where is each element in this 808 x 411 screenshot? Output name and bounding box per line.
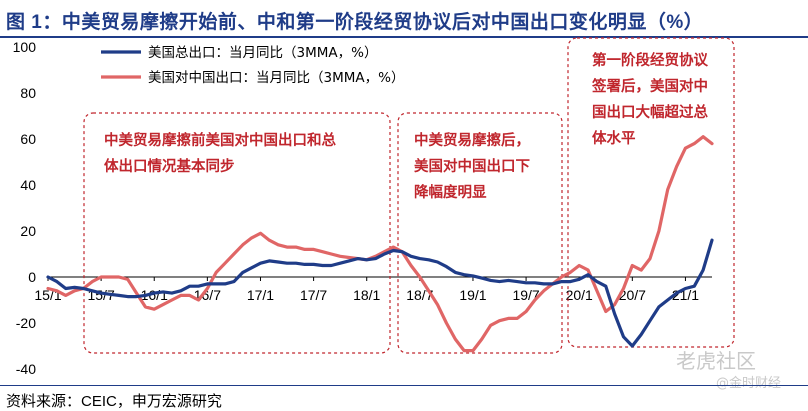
footer-rule	[0, 385, 808, 386]
series-line-us-total-exports	[46, 238, 714, 348]
annotation-trade-war: 中美贸易摩擦后， 美国对中国出口下 降幅度明显	[414, 128, 530, 206]
y-tick-label: -20	[16, 315, 36, 331]
annotation-line: 中美贸易摩擦前美国对中国出口和总	[104, 133, 336, 149]
y-tick-label: -40	[16, 361, 36, 377]
y-tick-label: 100	[13, 39, 37, 55]
legend-entry-us-total-exports-label: 美国总出口：当月同比（3MMA，%）	[148, 45, 377, 61]
annotation-pre-trade-war: 中美贸易摩擦前美国对中国出口和总 体出口情况基本同步	[104, 128, 336, 180]
annotation-box-phase-one	[567, 37, 735, 348]
y-tick-label: 20	[20, 223, 36, 239]
annotation-line: 体水平	[592, 131, 636, 147]
annotation-line: 签署后，美国对中	[592, 79, 708, 95]
chart-title: 图 1：中美贸易摩擦开始前、中和第一阶段经贸协议后对中国出口变化明显（%）	[6, 12, 704, 33]
annotation-line: 体出口情况基本同步	[104, 159, 235, 175]
y-tick-label: 80	[20, 85, 36, 101]
annotation-line: 第一阶段经贸协议	[592, 53, 708, 69]
x-tick-label: 19/1	[459, 287, 486, 303]
annotation-box-pre-trade-war	[83, 112, 391, 354]
annotation-line: 中美贸易摩擦后，	[414, 133, 530, 149]
source-note: 资料来源：CEIC，申万宏源研究	[6, 393, 222, 410]
y-tick-label: 40	[20, 177, 36, 193]
legend-entry-us-exports-to-china-label: 美国对中国出口：当月同比（3MMA，%）	[148, 70, 404, 86]
x-tick-label: 18/7	[406, 287, 433, 303]
annotation-box-trade-war	[397, 112, 563, 354]
x-tick-label: 17/7	[300, 287, 327, 303]
annotation-line: 美国对中国出口下	[414, 159, 530, 175]
chart-legend: 美国总出口：当月同比（3MMA，%） 美国对中国出口：当月同比（3MMA，%）	[101, 45, 404, 86]
watermark-sub: @金时财经	[716, 376, 782, 391]
x-tick-label: 20/1	[566, 287, 593, 303]
title-underline	[0, 36, 808, 38]
annotation-phase-one: 第一阶段经贸协议 签署后，美国对中 国出口大幅超过总 体水平	[592, 48, 708, 152]
annotation-line: 降幅度明显	[414, 185, 487, 201]
x-tick-label: 20/7	[619, 287, 646, 303]
x-tick-label: 19/7	[512, 287, 539, 303]
title-bar: 图 1：中美贸易摩擦开始前、中和第一阶段经贸协议后对中国出口变化明显（%）	[0, 0, 808, 34]
y-tick-label: 0	[28, 269, 36, 285]
watermark-logo: 老虎社区	[676, 349, 756, 373]
series-line-us-exports-to-china	[46, 135, 714, 353]
y-tick-label: 60	[20, 131, 36, 147]
x-tick-label: 17/1	[247, 287, 274, 303]
annotation-line: 国出口大幅超过总	[592, 105, 708, 121]
annotation-boxes	[83, 37, 735, 354]
series-lines	[46, 135, 714, 353]
x-tick-label: 18/1	[353, 287, 380, 303]
